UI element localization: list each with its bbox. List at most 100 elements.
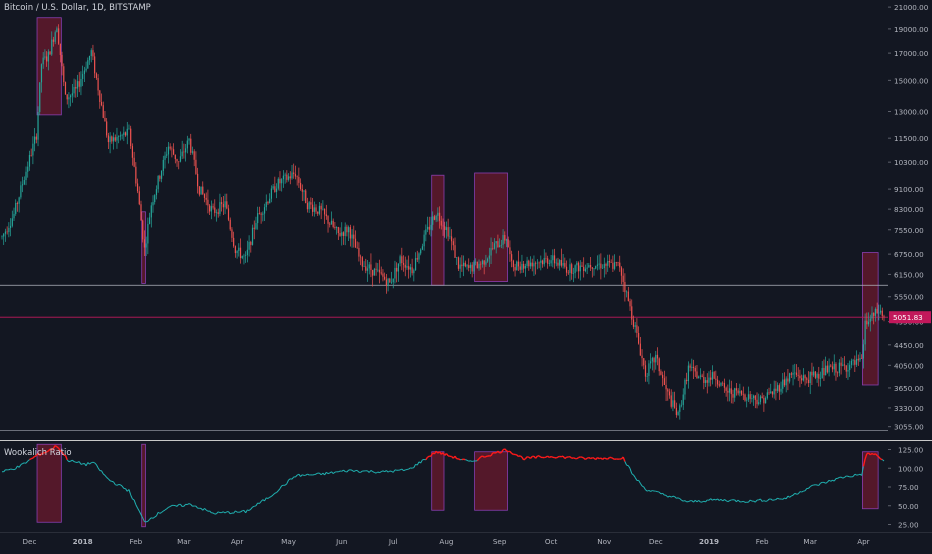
- candle-body: [607, 261, 608, 266]
- ratio-line-segment: [585, 458, 587, 459]
- candle-body: [729, 388, 730, 392]
- candle-body: [27, 167, 28, 172]
- candle-body: [367, 268, 368, 270]
- candle-body: [509, 247, 510, 254]
- ratio-line-segment: [374, 472, 376, 473]
- ratio-line-segment: [597, 458, 599, 459]
- candle-body: [782, 380, 783, 389]
- candle-body: [437, 213, 438, 216]
- candle-body: [609, 261, 610, 262]
- candle-body: [307, 203, 308, 209]
- candle-body: [732, 394, 733, 398]
- candle-body: [683, 395, 684, 405]
- candle-body: [245, 255, 246, 256]
- candle-body: [715, 379, 716, 380]
- candle-body: [880, 311, 881, 313]
- candle-body: [379, 270, 380, 273]
- candle-body: [51, 40, 52, 55]
- candle-body: [236, 251, 237, 253]
- candle-body: [56, 28, 57, 32]
- candle-body: [13, 214, 14, 218]
- candle-body: [250, 242, 251, 245]
- ratio-line-segment: [31, 458, 33, 459]
- candle-body: [520, 266, 521, 269]
- candle-body: [853, 360, 854, 361]
- candle-body: [139, 191, 140, 204]
- candle-body: [17, 203, 18, 204]
- candle-body: [161, 171, 162, 179]
- candle-body: [719, 384, 720, 385]
- ratio-line-segment: [484, 457, 486, 458]
- candle-body: [475, 262, 476, 263]
- candle-body: [252, 228, 253, 245]
- candle-body: [32, 144, 33, 156]
- ratio-tick-label: 75.00: [898, 483, 919, 492]
- candle-body: [15, 203, 16, 214]
- candle-body: [348, 227, 349, 232]
- candle-body: [743, 394, 744, 395]
- candle-body: [494, 243, 495, 248]
- candle-body: [101, 102, 102, 105]
- candle-body: [810, 372, 811, 383]
- candle-body: [434, 216, 435, 219]
- candle-body: [67, 94, 68, 99]
- candle-body: [418, 253, 419, 259]
- candle-body: [611, 262, 612, 263]
- candle-body: [212, 206, 213, 207]
- candle-body: [312, 205, 313, 212]
- candle-body: [214, 208, 215, 213]
- candle-body: [274, 186, 275, 192]
- candle-body: [91, 50, 92, 56]
- candle-body: [818, 374, 819, 379]
- candle-body: [226, 201, 227, 208]
- ratio-line-segment: [254, 506, 256, 507]
- candle-body: [60, 44, 61, 55]
- candle-body: [751, 398, 752, 399]
- candle-body: [604, 264, 605, 268]
- candle-body: [453, 241, 454, 245]
- candle-body: [477, 262, 478, 268]
- highlight-box-ratio: [142, 444, 146, 527]
- candle-body: [470, 265, 471, 268]
- candle-body: [774, 389, 775, 395]
- candle-body: [514, 267, 515, 270]
- candle-body: [391, 282, 392, 283]
- candle-body: [288, 176, 289, 179]
- candle-body: [104, 118, 105, 122]
- candle-body: [49, 52, 50, 55]
- candle-body: [672, 400, 673, 406]
- price-tick-label: 5550.00: [894, 293, 924, 302]
- candle-body: [156, 189, 157, 195]
- candle-body: [727, 391, 728, 393]
- candle-body: [530, 263, 531, 267]
- candle-body: [218, 212, 219, 214]
- ratio-line-segment: [573, 458, 575, 459]
- candle-body: [175, 155, 176, 160]
- candle-body: [300, 183, 301, 189]
- candle-body: [412, 267, 413, 273]
- candle-body: [815, 372, 816, 378]
- candle-body: [271, 188, 272, 198]
- candle-body: [389, 279, 390, 283]
- candle-body: [870, 319, 871, 322]
- candle-body: [605, 264, 606, 266]
- candle-body: [108, 135, 109, 142]
- candle-body: [863, 344, 864, 358]
- candle-body: [789, 373, 790, 381]
- candle-body: [134, 158, 135, 167]
- candle-body: [758, 402, 759, 404]
- candle-body: [393, 279, 394, 283]
- candle-body: [194, 151, 195, 159]
- candle-body: [460, 265, 461, 269]
- candle-body: [566, 267, 567, 273]
- candle-body: [178, 161, 179, 162]
- candle-body: [588, 265, 589, 268]
- price-tick-label: 19000.00: [894, 25, 929, 34]
- candle-body: [180, 156, 181, 161]
- candle-body: [744, 395, 745, 401]
- ratio-line-segment: [93, 462, 95, 463]
- candle-body: [451, 236, 452, 241]
- candle-body: [571, 264, 572, 273]
- ratio-line-segment: [881, 459, 883, 460]
- candle-body: [695, 368, 696, 371]
